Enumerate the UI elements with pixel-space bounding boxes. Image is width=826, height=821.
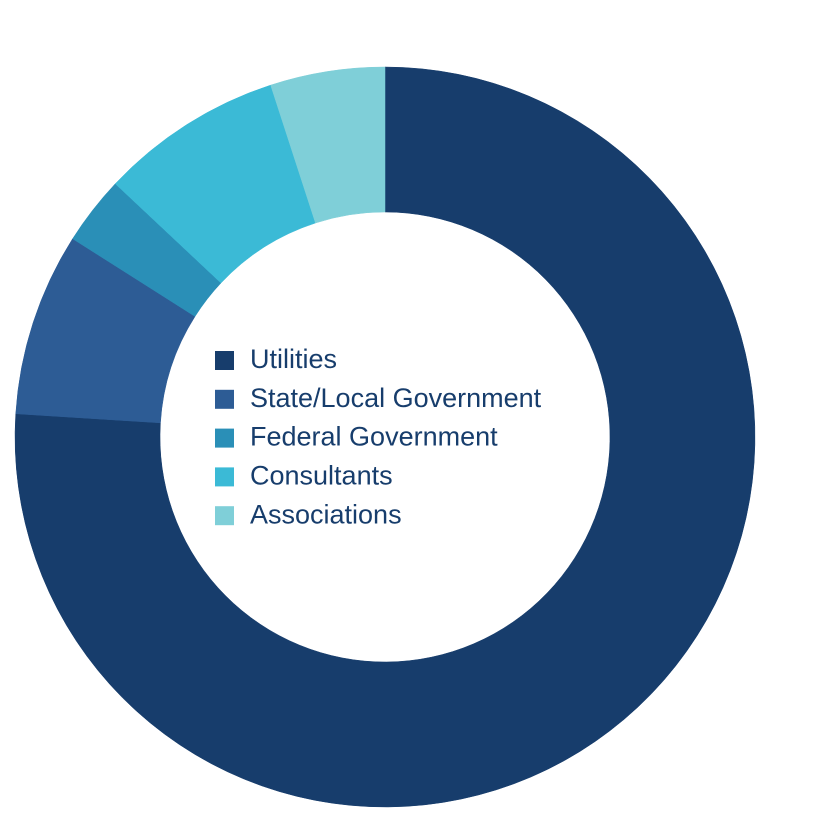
legend-label: State/Local Government: [250, 383, 542, 413]
donut-segment: [270, 66, 386, 224]
legend-label: Consultants: [250, 461, 393, 491]
legend-swatch: [215, 428, 234, 448]
legend-label: Utilities: [250, 344, 337, 374]
legend-swatch: [215, 389, 234, 409]
legend-swatch: [215, 467, 234, 487]
legend-swatch: [215, 506, 234, 526]
donut-segment: [14, 66, 756, 808]
legend-swatch: [215, 351, 234, 370]
legend-label: Associations: [250, 499, 402, 529]
legend-label: Federal Government: [250, 422, 498, 452]
